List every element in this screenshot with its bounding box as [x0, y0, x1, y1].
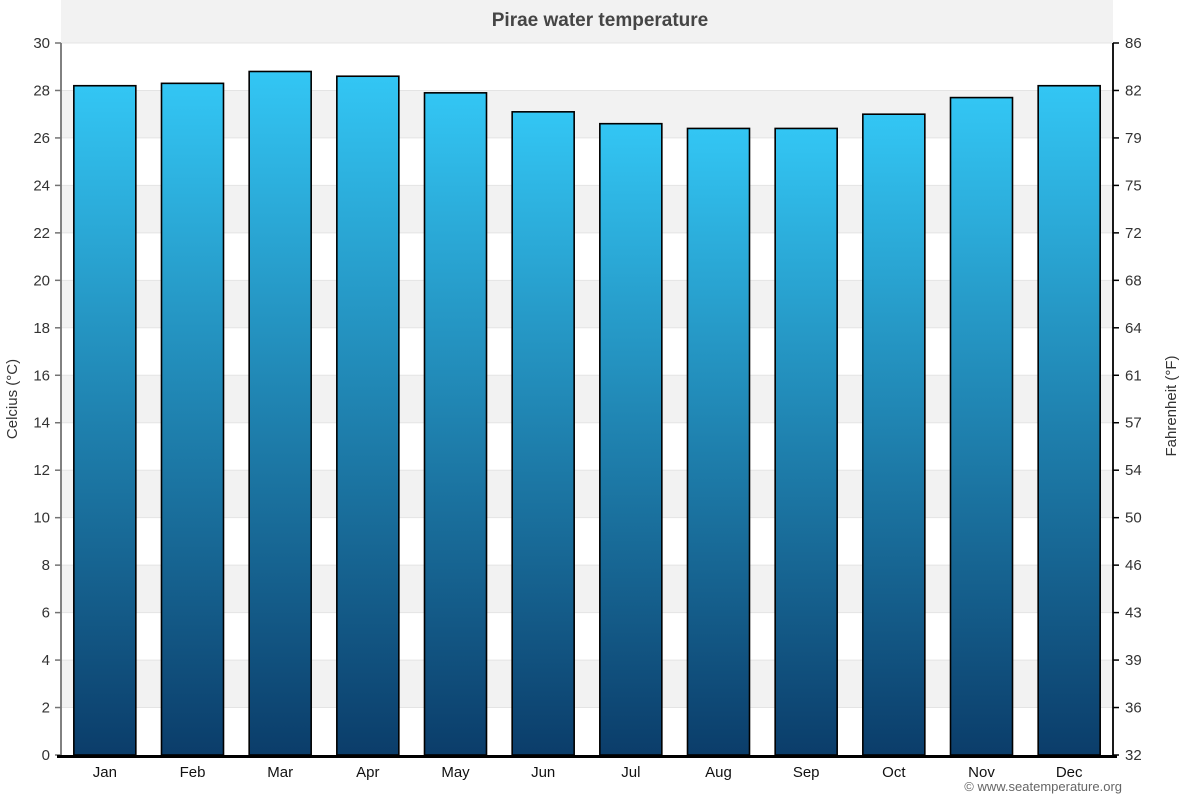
bar-aug — [686, 127, 751, 756]
celsius-tick-label: 30 — [33, 35, 50, 52]
plot-band — [61, 660, 1113, 708]
celsius-tick-label: 28 — [33, 82, 50, 99]
month-label-jul: Jul — [621, 764, 640, 781]
celsius-tick-label: 22 — [33, 225, 50, 242]
plot-band — [61, 470, 1113, 518]
copyright-text: © www.seatemperature.org — [964, 779, 1122, 794]
month-label-apr: Apr — [356, 764, 379, 781]
right-axis-title: Fahrenheit (°F) — [1163, 355, 1180, 456]
month-label-mar: Mar — [267, 764, 293, 781]
bar-jun — [511, 111, 575, 756]
left-axis-title: Celcius (°C) — [4, 359, 21, 439]
month-label-feb: Feb — [180, 764, 206, 781]
plot-band — [61, 565, 1113, 613]
celsius-tick-label: 12 — [33, 462, 50, 479]
bar-may — [423, 92, 488, 756]
month-label-jun: Jun — [531, 764, 555, 781]
month-label-oct: Oct — [882, 764, 906, 781]
celsius-tick-label: 8 — [42, 557, 50, 574]
bar-oct — [862, 113, 926, 756]
fahrenheit-tick-label: 75 — [1125, 177, 1142, 194]
fahrenheit-tick-label: 86 — [1125, 35, 1142, 52]
plot-band — [61, 185, 1113, 233]
fahrenheit-tick-label: 50 — [1125, 510, 1142, 527]
fahrenheit-tick-label: 64 — [1125, 320, 1142, 337]
fahrenheit-tick-label: 79 — [1125, 130, 1142, 147]
month-label-may: May — [441, 764, 470, 781]
bar-feb — [160, 82, 225, 756]
fahrenheit-tick-label: 57 — [1125, 415, 1142, 432]
bar-mar — [248, 70, 312, 756]
fahrenheit-tick-label: 36 — [1125, 700, 1142, 717]
fahrenheit-tick-label: 39 — [1125, 652, 1142, 669]
bar-dec — [1037, 84, 1101, 756]
month-label-nov: Nov — [968, 764, 995, 781]
plot-band — [61, 0, 1113, 44]
celsius-tick-label: 10 — [33, 510, 50, 527]
plot-band — [61, 280, 1113, 328]
fahrenheit-tick-label: 46 — [1125, 557, 1142, 574]
fahrenheit-tick-label: 54 — [1125, 462, 1142, 479]
fahrenheit-tick-label: 68 — [1125, 272, 1142, 289]
celsius-tick-label: 6 — [42, 605, 50, 622]
month-label-jan: Jan — [93, 764, 117, 781]
plot-band — [61, 90, 1113, 138]
celsius-tick-label: 2 — [42, 700, 50, 717]
bar-jul — [599, 122, 663, 756]
fahrenheit-tick-label: 72 — [1125, 225, 1142, 242]
celsius-tick-label: 26 — [33, 130, 50, 147]
month-label-dec: Dec — [1056, 764, 1083, 781]
month-label-sep: Sep — [793, 764, 820, 781]
celsius-tick-label: 24 — [33, 177, 50, 194]
fahrenheit-tick-label: 43 — [1125, 605, 1142, 622]
bar-nov — [949, 96, 1014, 756]
celsius-tick-label: 18 — [33, 320, 50, 337]
bar-sep — [774, 127, 838, 756]
chart-title: Pirae water temperature — [492, 10, 709, 31]
plot-band — [61, 375, 1113, 423]
celsius-tick-label: 14 — [33, 415, 50, 432]
bar-jan — [73, 84, 137, 756]
plot-area: 0246810121416182022242628303236394346505… — [33, 0, 1142, 781]
celsius-tick-label: 4 — [42, 652, 50, 669]
celsius-tick-label: 0 — [42, 747, 50, 764]
celsius-tick-label: 20 — [33, 272, 50, 289]
fahrenheit-tick-label: 32 — [1125, 747, 1142, 764]
bar-apr — [336, 75, 400, 756]
celsius-tick-label: 16 — [33, 367, 50, 384]
fahrenheit-tick-label: 61 — [1125, 367, 1142, 384]
fahrenheit-tick-label: 82 — [1125, 82, 1142, 99]
month-label-aug: Aug — [705, 764, 732, 781]
